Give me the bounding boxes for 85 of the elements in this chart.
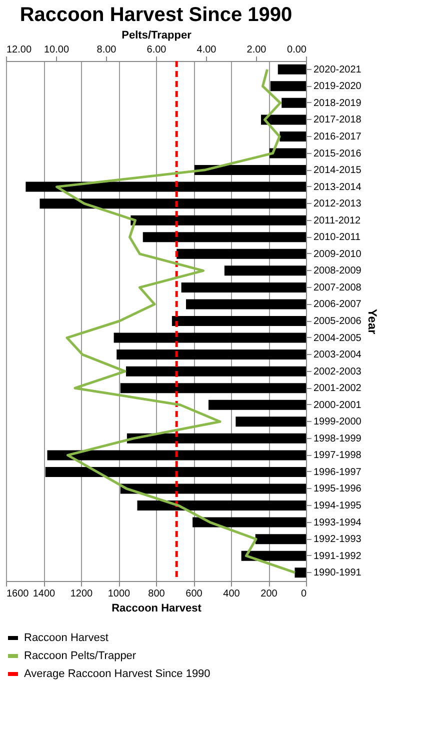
x2-tick-label: 2.00 bbox=[246, 44, 267, 56]
y-tick-label: 2016-2017 bbox=[314, 131, 362, 142]
y-tick-label: 1991-1992 bbox=[314, 550, 362, 562]
bar bbox=[130, 215, 306, 226]
y-tick-label: 1997-1998 bbox=[314, 450, 362, 462]
x2-tick-label: 10.00 bbox=[44, 44, 70, 56]
bar bbox=[126, 433, 306, 444]
y-tick-label: 2020-2021 bbox=[314, 64, 362, 76]
y-tick-label: 1994-1995 bbox=[314, 500, 362, 512]
bar bbox=[45, 466, 306, 477]
y-tick-label: 1993-1994 bbox=[314, 517, 362, 528]
bar bbox=[192, 517, 306, 528]
bar bbox=[26, 182, 306, 192]
bar bbox=[255, 534, 306, 544]
y-tick-label: 2019-2020 bbox=[314, 81, 362, 92]
legend-label: Raccoon Harvest bbox=[24, 632, 108, 644]
bar bbox=[270, 81, 306, 92]
x-tick-label: 0 bbox=[300, 588, 307, 600]
bar bbox=[142, 232, 306, 242]
y-tick-label: 2009-2010 bbox=[314, 248, 362, 260]
bar bbox=[269, 148, 306, 158]
bar bbox=[261, 114, 306, 125]
bar bbox=[120, 484, 306, 494]
y-tick-label: 2014-2015 bbox=[314, 165, 362, 176]
bar bbox=[120, 383, 306, 394]
bar bbox=[294, 568, 306, 578]
bar bbox=[224, 266, 306, 276]
x2-axis-title: Pelts/Trapper bbox=[122, 30, 192, 42]
y-tick-label: 2015-2016 bbox=[314, 148, 362, 160]
bar bbox=[126, 366, 306, 376]
y-tick-label: 2013-2014 bbox=[314, 182, 362, 193]
y-tick-label: 2011-2012 bbox=[314, 215, 362, 226]
x-axis-title: Raccoon Harvest bbox=[112, 602, 202, 614]
bar bbox=[176, 248, 306, 259]
bar bbox=[241, 550, 306, 561]
x2-tick-label: 4.00 bbox=[196, 44, 217, 56]
legend-label: Raccoon Pelts/Trapper bbox=[24, 650, 136, 662]
x2-tick-label: 8.00 bbox=[96, 44, 117, 56]
y-tick-label: 2003-2004 bbox=[314, 350, 362, 361]
y-tick-label: 2010-2011 bbox=[314, 232, 362, 244]
x-tick-label: 800 bbox=[148, 588, 166, 600]
x2-tick-label: 12.00 bbox=[6, 44, 32, 56]
bar bbox=[278, 64, 306, 74]
y-tick-label: 1990-1991 bbox=[314, 568, 362, 579]
bar bbox=[208, 400, 306, 410]
y-tick-label: 2007-2008 bbox=[314, 282, 362, 294]
bar bbox=[137, 500, 306, 511]
y-tick-label: 2008-2009 bbox=[314, 266, 362, 277]
bar bbox=[40, 198, 306, 209]
y-tick-label: 2017-2018 bbox=[314, 114, 362, 126]
chart-title: Raccoon Harvest Since 1990 bbox=[20, 4, 292, 26]
y-tick-label: 1999-2000 bbox=[314, 416, 362, 428]
bar bbox=[116, 350, 306, 360]
legend-label: Average Raccoon Harvest Since 1990 bbox=[24, 668, 210, 680]
x2-tick-label: 6.00 bbox=[146, 44, 167, 56]
x-tick-label: 1200 bbox=[70, 588, 94, 600]
x-tick-label: 1600 bbox=[6, 588, 30, 600]
bar bbox=[280, 131, 306, 142]
bar bbox=[236, 416, 306, 427]
bar bbox=[194, 165, 306, 176]
y-tick-label: 1995-1996 bbox=[314, 484, 362, 495]
bar bbox=[282, 98, 306, 108]
bar bbox=[47, 450, 306, 460]
bar bbox=[114, 332, 306, 343]
y-tick-label: 2005-2006 bbox=[314, 316, 362, 327]
y-tick-label: 2001-2002 bbox=[314, 383, 362, 394]
y-axis-title: Year bbox=[365, 308, 380, 335]
y-tick-label: 2006-2007 bbox=[314, 299, 362, 310]
y-tick-label: 1998-1999 bbox=[314, 433, 362, 444]
bar bbox=[172, 316, 306, 326]
y-tick-label: 1992-1993 bbox=[314, 534, 362, 546]
y-tick-label: 2012-2013 bbox=[314, 198, 362, 210]
y-tick-label: 2002-2003 bbox=[314, 366, 362, 378]
y-tick-label: 2004-2005 bbox=[314, 332, 362, 344]
y-tick-label: 2018-2019 bbox=[314, 98, 362, 109]
y-tick-label: 1996-1997 bbox=[314, 466, 362, 478]
x-tick-label: 200 bbox=[260, 588, 278, 600]
bar bbox=[181, 282, 306, 292]
y-tick-label: 2000-2001 bbox=[314, 400, 362, 411]
x-tick-label: 400 bbox=[223, 588, 240, 600]
x2-tick-label: 0.00 bbox=[287, 44, 307, 56]
bar bbox=[186, 299, 306, 310]
x-tick-label: 600 bbox=[186, 588, 203, 600]
x-tick-label: 1000 bbox=[108, 588, 131, 600]
x-tick-label: 1400 bbox=[32, 588, 56, 600]
